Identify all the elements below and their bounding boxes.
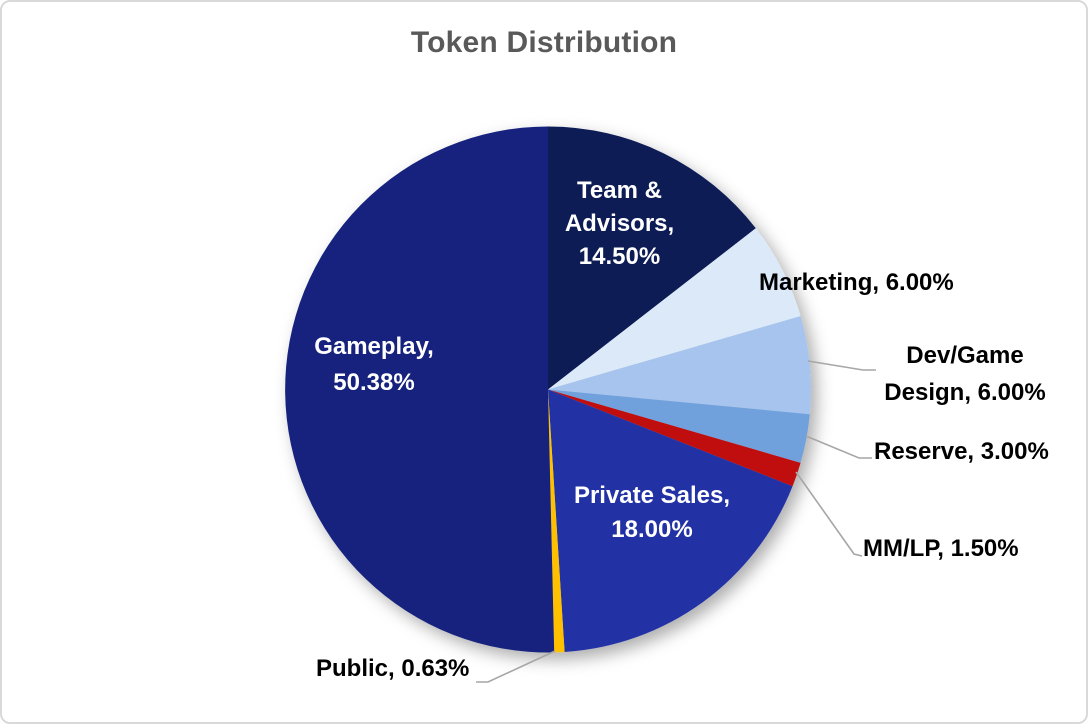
label-line: Private Sales, [573,482,731,509]
pie-slice-mm-lp [548,389,801,487]
chart-title: Token Distribution [410,26,678,59]
label-line: 50.38% [333,369,415,396]
pie-slice-dev-game-design [548,316,812,415]
pie-slice-reserve [548,389,810,463]
pie-slice-private-sales [548,389,793,652]
slice-label-gameplay: Gameplay, 50.38% [284,329,464,401]
slice-label-reserve: Reserve, 3.00% [874,438,1049,466]
leader-line-public [476,650,556,683]
slice-label-team-advisors: Team & Advisors, 14.50% [527,174,712,273]
slice-label-public: Public, 0.63% [316,655,469,683]
slice-label-private-sales: Private Sales, 18.00% [554,479,750,547]
pie-slice-team-advisors [548,126,756,390]
label-line: Public, 0.63% [316,655,470,682]
pie-slice-marketing [548,228,801,390]
pie-slice-gameplay [285,126,555,653]
pie-slice-public [548,389,565,653]
slice-label-dev-game-design: Dev/Game Design, 6.00% [874,337,1056,411]
label-line: Dev/Game [906,342,1024,369]
pie-slices-group [285,126,812,653]
label-line: Reserve, 3.00% [874,438,1049,465]
label-line: 18.00% [611,516,693,543]
label-line: Design, 6.00% [884,379,1046,406]
leader-lines-group [476,360,876,683]
leader-line-dev-game-design [807,360,876,371]
label-line: Team & [577,177,662,204]
label-line: 14.50% [578,243,661,270]
label-line: MM/LP, 1.50% [863,535,1019,562]
slice-label-mm-lp: MM/LP, 1.50% [863,535,1019,563]
slice-label-marketing: Marketing, 6.00% [759,269,954,297]
label-line: Gameplay, [314,333,434,360]
label-line: Advisors, [564,210,675,237]
leader-line-reserve [805,435,872,459]
leader-line-mm-lp [795,471,863,557]
label-line: Marketing, 6.00% [759,269,954,296]
